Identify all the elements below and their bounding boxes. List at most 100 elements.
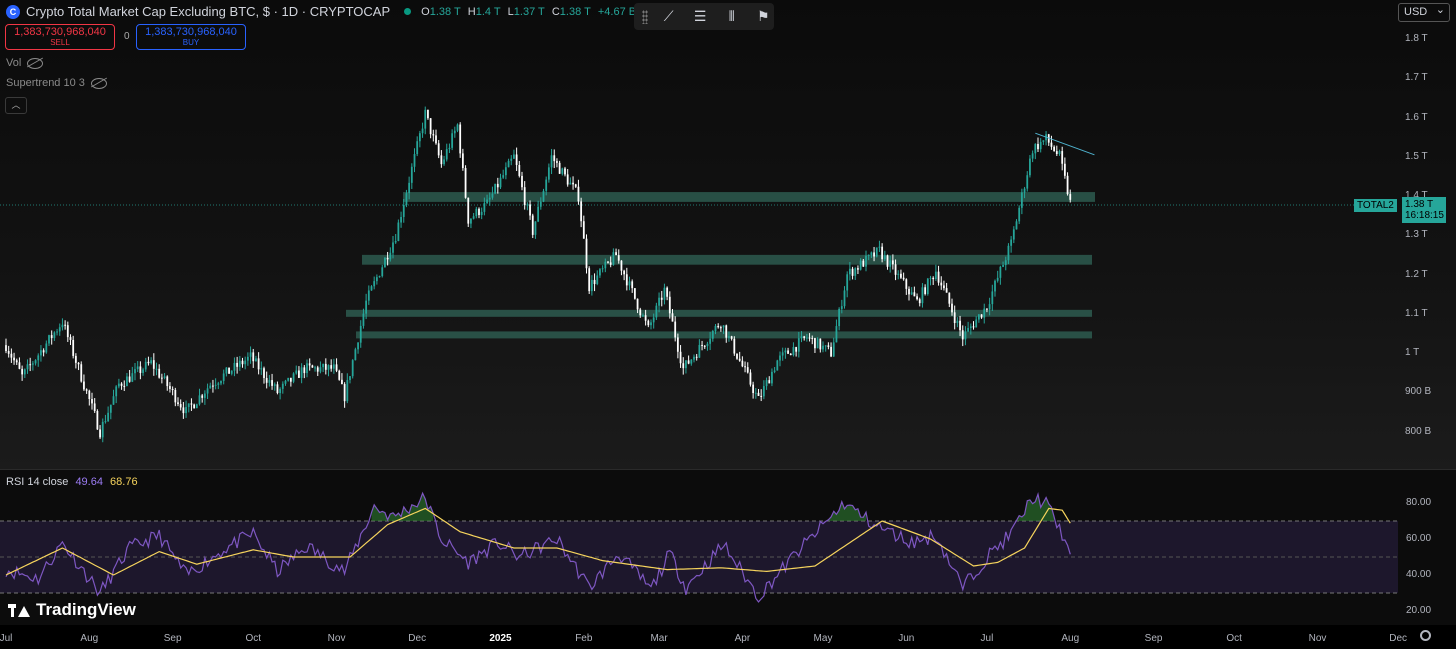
price-zone[interactable] bbox=[362, 254, 1092, 265]
time-axis-label: Dec bbox=[1389, 633, 1408, 644]
candle-body bbox=[719, 327, 722, 329]
candle-body bbox=[959, 320, 961, 331]
candle-body bbox=[900, 273, 902, 278]
candle-body bbox=[494, 183, 497, 194]
candle-body bbox=[881, 246, 884, 260]
sell-button[interactable]: 1,383,730,968,040 SELL bbox=[5, 24, 115, 50]
drag-handle-icon[interactable] bbox=[642, 9, 648, 24]
price-chart[interactable] bbox=[0, 0, 1456, 470]
candle-body bbox=[754, 392, 757, 394]
flag-icon[interactable]: ⚑ bbox=[756, 8, 770, 24]
time-axis-label: Aug bbox=[80, 633, 99, 644]
candle-body bbox=[760, 395, 763, 397]
candle-body bbox=[943, 285, 945, 289]
candle-body bbox=[762, 386, 765, 397]
candle-body bbox=[193, 404, 196, 409]
price-axis-label: 1.2 T bbox=[1405, 268, 1428, 280]
candle-body bbox=[897, 273, 900, 275]
candle-body bbox=[682, 363, 685, 369]
candle-body bbox=[795, 347, 798, 352]
buy-button[interactable]: 1,383,730,968,040 BUY bbox=[136, 24, 246, 50]
candle-body bbox=[112, 396, 115, 405]
candle-body bbox=[351, 360, 354, 377]
candle-body bbox=[392, 242, 394, 253]
candle-body bbox=[209, 385, 212, 389]
candle-body bbox=[714, 325, 717, 331]
candle-body bbox=[10, 353, 13, 358]
candle-body bbox=[797, 338, 800, 352]
candle-body bbox=[926, 278, 929, 294]
time-axis-label: Oct bbox=[1226, 633, 1242, 644]
candle-body bbox=[64, 324, 67, 326]
candle-body bbox=[658, 297, 660, 306]
candle-body bbox=[803, 336, 806, 339]
candle-body bbox=[910, 292, 913, 295]
tradingview-logo[interactable]: TradingView bbox=[8, 600, 136, 620]
currency-select[interactable]: USD bbox=[1398, 3, 1450, 22]
candle-body bbox=[327, 365, 330, 370]
candle-body bbox=[526, 204, 529, 206]
candle-body bbox=[690, 359, 693, 364]
candle-body bbox=[561, 168, 564, 174]
spread-value: 0 bbox=[124, 31, 130, 42]
candle-body bbox=[701, 344, 703, 346]
candle-body bbox=[1042, 140, 1045, 142]
candle-body bbox=[808, 337, 811, 339]
volume-indicator[interactable]: Vol bbox=[6, 57, 44, 69]
pane-separator[interactable] bbox=[0, 469, 1456, 470]
candle-body bbox=[126, 376, 128, 387]
collapse-legend-icon[interactable]: ︿ bbox=[5, 97, 27, 114]
candle-body bbox=[456, 124, 459, 131]
candle-body bbox=[308, 363, 311, 366]
rsi-value: 49.64 bbox=[75, 476, 103, 488]
candle-body bbox=[1063, 163, 1066, 176]
rsi-band-fill bbox=[0, 521, 1398, 593]
line-tool-icon[interactable]: ⟋ bbox=[663, 8, 674, 24]
candle-body bbox=[187, 403, 190, 407]
candle-body bbox=[566, 174, 569, 185]
candle-body bbox=[144, 361, 147, 370]
symbol-title[interactable]: Crypto Total Market Cap Excluding BTC, $… bbox=[26, 4, 391, 19]
candle-body bbox=[370, 286, 373, 291]
candle-body bbox=[975, 319, 978, 328]
market-status-icon[interactable] bbox=[404, 8, 412, 15]
candle-body bbox=[537, 206, 540, 222]
price-zone[interactable] bbox=[346, 309, 1092, 317]
candle-body bbox=[857, 268, 859, 270]
hidden-eye-icon[interactable] bbox=[27, 57, 44, 69]
symbol-logo-icon[interactable]: C bbox=[6, 4, 20, 19]
candle-body bbox=[230, 370, 233, 374]
candle-body bbox=[496, 183, 499, 188]
support-resistance-zones[interactable] bbox=[346, 192, 1095, 339]
candle-body bbox=[531, 215, 534, 235]
price-zone[interactable] bbox=[403, 192, 1095, 202]
horizontal-lines-icon[interactable]: ☰ bbox=[693, 8, 707, 24]
symbol-price-tag: TOTAL2 bbox=[1354, 199, 1397, 212]
candle-body bbox=[424, 109, 427, 129]
candle-body bbox=[1007, 245, 1010, 261]
bars-icon[interactable]: ⫴ bbox=[728, 8, 735, 24]
candle-body bbox=[166, 376, 169, 387]
descending-trendline[interactable] bbox=[1035, 132, 1095, 156]
candle-body bbox=[534, 221, 537, 235]
supertrend-indicator[interactable]: Supertrend 10 3 bbox=[6, 77, 107, 89]
candle-body bbox=[1066, 175, 1069, 195]
candle-body bbox=[862, 260, 865, 267]
candle-body bbox=[306, 363, 308, 374]
candle-body bbox=[889, 260, 892, 267]
candle-body bbox=[599, 269, 601, 276]
candle-body bbox=[553, 155, 556, 162]
candle-body bbox=[878, 246, 881, 248]
candle-body bbox=[615, 252, 617, 256]
candle-body bbox=[711, 330, 714, 339]
candle-body bbox=[1010, 239, 1013, 246]
candle-body bbox=[628, 281, 631, 286]
candle-body bbox=[703, 345, 706, 347]
rsi-legend[interactable]: RSI 14 close 49.64 68.76 bbox=[6, 476, 138, 488]
candle-body bbox=[23, 369, 26, 375]
price-zone[interactable] bbox=[356, 331, 1092, 339]
candle-body bbox=[932, 277, 935, 280]
hidden-eye-icon[interactable] bbox=[90, 77, 107, 89]
settings-icon[interactable] bbox=[1420, 630, 1431, 641]
